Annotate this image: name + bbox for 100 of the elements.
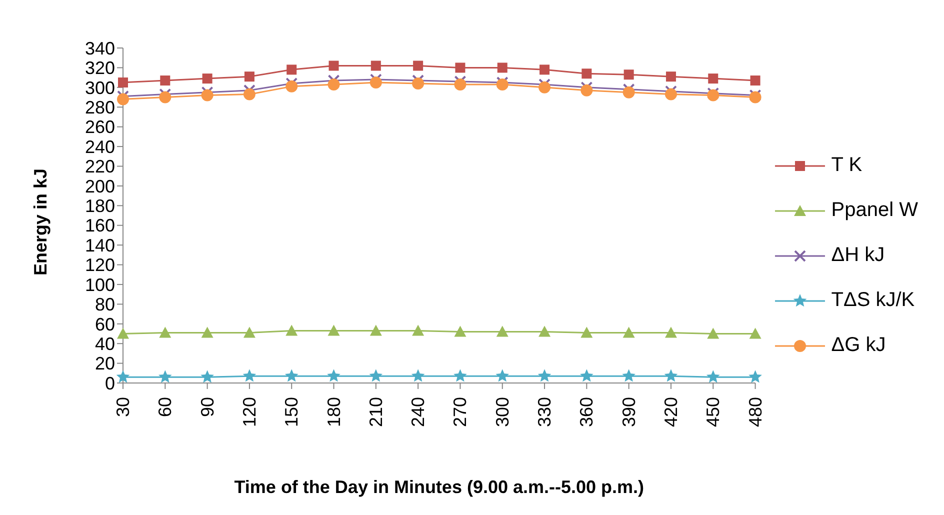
point: [580, 369, 594, 382]
legend-label: ΔH kJ: [831, 244, 885, 267]
point: [286, 324, 298, 336]
y-tick-label: 340: [84, 38, 115, 58]
point: [286, 80, 298, 92]
point: [242, 369, 256, 382]
point: [497, 62, 508, 73]
y-tick-label: 240: [84, 136, 115, 157]
legend-label: ΔG kJ: [831, 334, 886, 357]
x-tick-label: 480: [745, 397, 766, 428]
point: [202, 74, 212, 84]
y-tick-label: 200: [84, 176, 115, 196]
y-tick-label: 280: [84, 98, 115, 118]
y-tick-label: 220: [84, 156, 115, 177]
y-tick-label: 160: [84, 216, 115, 236]
point: [412, 77, 424, 90]
x-tick-label: 420: [660, 397, 681, 428]
point: [454, 78, 466, 90]
point: [159, 91, 172, 104]
point: [284, 369, 298, 382]
point: [158, 370, 172, 383]
y-tick-label: 120: [84, 255, 115, 276]
x-tick-label: 390: [618, 397, 639, 428]
point: [624, 70, 634, 80]
point: [707, 328, 720, 339]
point: [159, 326, 172, 338]
point: [328, 60, 339, 71]
y-tick-label: 100: [84, 274, 115, 295]
point: [116, 370, 130, 383]
point: [201, 326, 214, 338]
x-tick-label: 360: [576, 397, 597, 428]
point: [664, 369, 678, 382]
point: [244, 72, 254, 82]
point: [538, 369, 552, 382]
point: [622, 86, 635, 98]
x-tick-label: 180: [324, 397, 344, 428]
point: [706, 370, 720, 383]
x-tick-label: 240: [408, 397, 428, 428]
point: [411, 369, 425, 382]
x-tick-label: 90: [197, 397, 218, 418]
point: [118, 77, 128, 88]
x-tick-label: 330: [534, 397, 555, 428]
point: [117, 328, 129, 339]
legend-label: T K: [831, 154, 862, 177]
point: [582, 68, 592, 79]
point: [243, 88, 256, 100]
point: [664, 88, 677, 100]
point: [243, 326, 256, 338]
y-tick-label: 300: [84, 78, 115, 98]
point: [369, 369, 383, 382]
point: [200, 370, 214, 383]
point: [538, 81, 551, 94]
x-tick-label: 60: [155, 397, 176, 418]
point: [622, 369, 636, 382]
point: [454, 369, 467, 382]
point: [750, 76, 760, 86]
point: [413, 60, 424, 71]
point: [664, 326, 677, 338]
point: [496, 369, 510, 382]
point: [454, 326, 466, 337]
point: [328, 78, 340, 90]
point: [201, 89, 214, 102]
point: [540, 64, 550, 75]
point: [496, 326, 508, 337]
point: [286, 64, 297, 75]
y-tick-label: 140: [84, 235, 115, 256]
y-tick-label: 260: [84, 117, 115, 138]
point: [666, 72, 676, 82]
point: [580, 326, 593, 338]
point: [622, 326, 635, 338]
point: [160, 76, 170, 86]
x-tick-label: 210: [366, 397, 386, 428]
y-tick-label: 40: [94, 334, 115, 354]
x-tick-label: 300: [492, 397, 512, 428]
y-tick-label: 20: [94, 354, 115, 374]
y-tick-label: 80: [94, 294, 115, 315]
y-tick-label: 180: [84, 196, 115, 216]
x-axis-title: Time of the Day in Minutes (9.00 a.m.--5.00 p.m.): [234, 477, 644, 497]
point: [748, 370, 762, 383]
x-tick-label: 270: [450, 397, 470, 428]
legend-label: Ppanel W: [831, 199, 918, 222]
point: [412, 324, 424, 336]
point: [328, 324, 340, 336]
point: [749, 328, 762, 339]
point: [370, 60, 381, 71]
x-tick-label: 120: [239, 397, 260, 428]
point: [327, 369, 340, 382]
point: [370, 76, 382, 88]
y-tick-label: 0: [104, 373, 115, 394]
y-tick-label: 320: [84, 58, 115, 78]
point: [117, 93, 129, 106]
x-tick-label: 150: [282, 397, 302, 428]
x-tick-label: 30: [113, 397, 133, 418]
point: [370, 324, 382, 336]
y-tick-label: 60: [94, 314, 115, 334]
y-axis-title: Energy in kJ: [30, 168, 50, 276]
x-tick-label: 450: [703, 397, 724, 428]
point: [708, 74, 718, 84]
point: [580, 84, 593, 96]
point: [455, 62, 466, 73]
